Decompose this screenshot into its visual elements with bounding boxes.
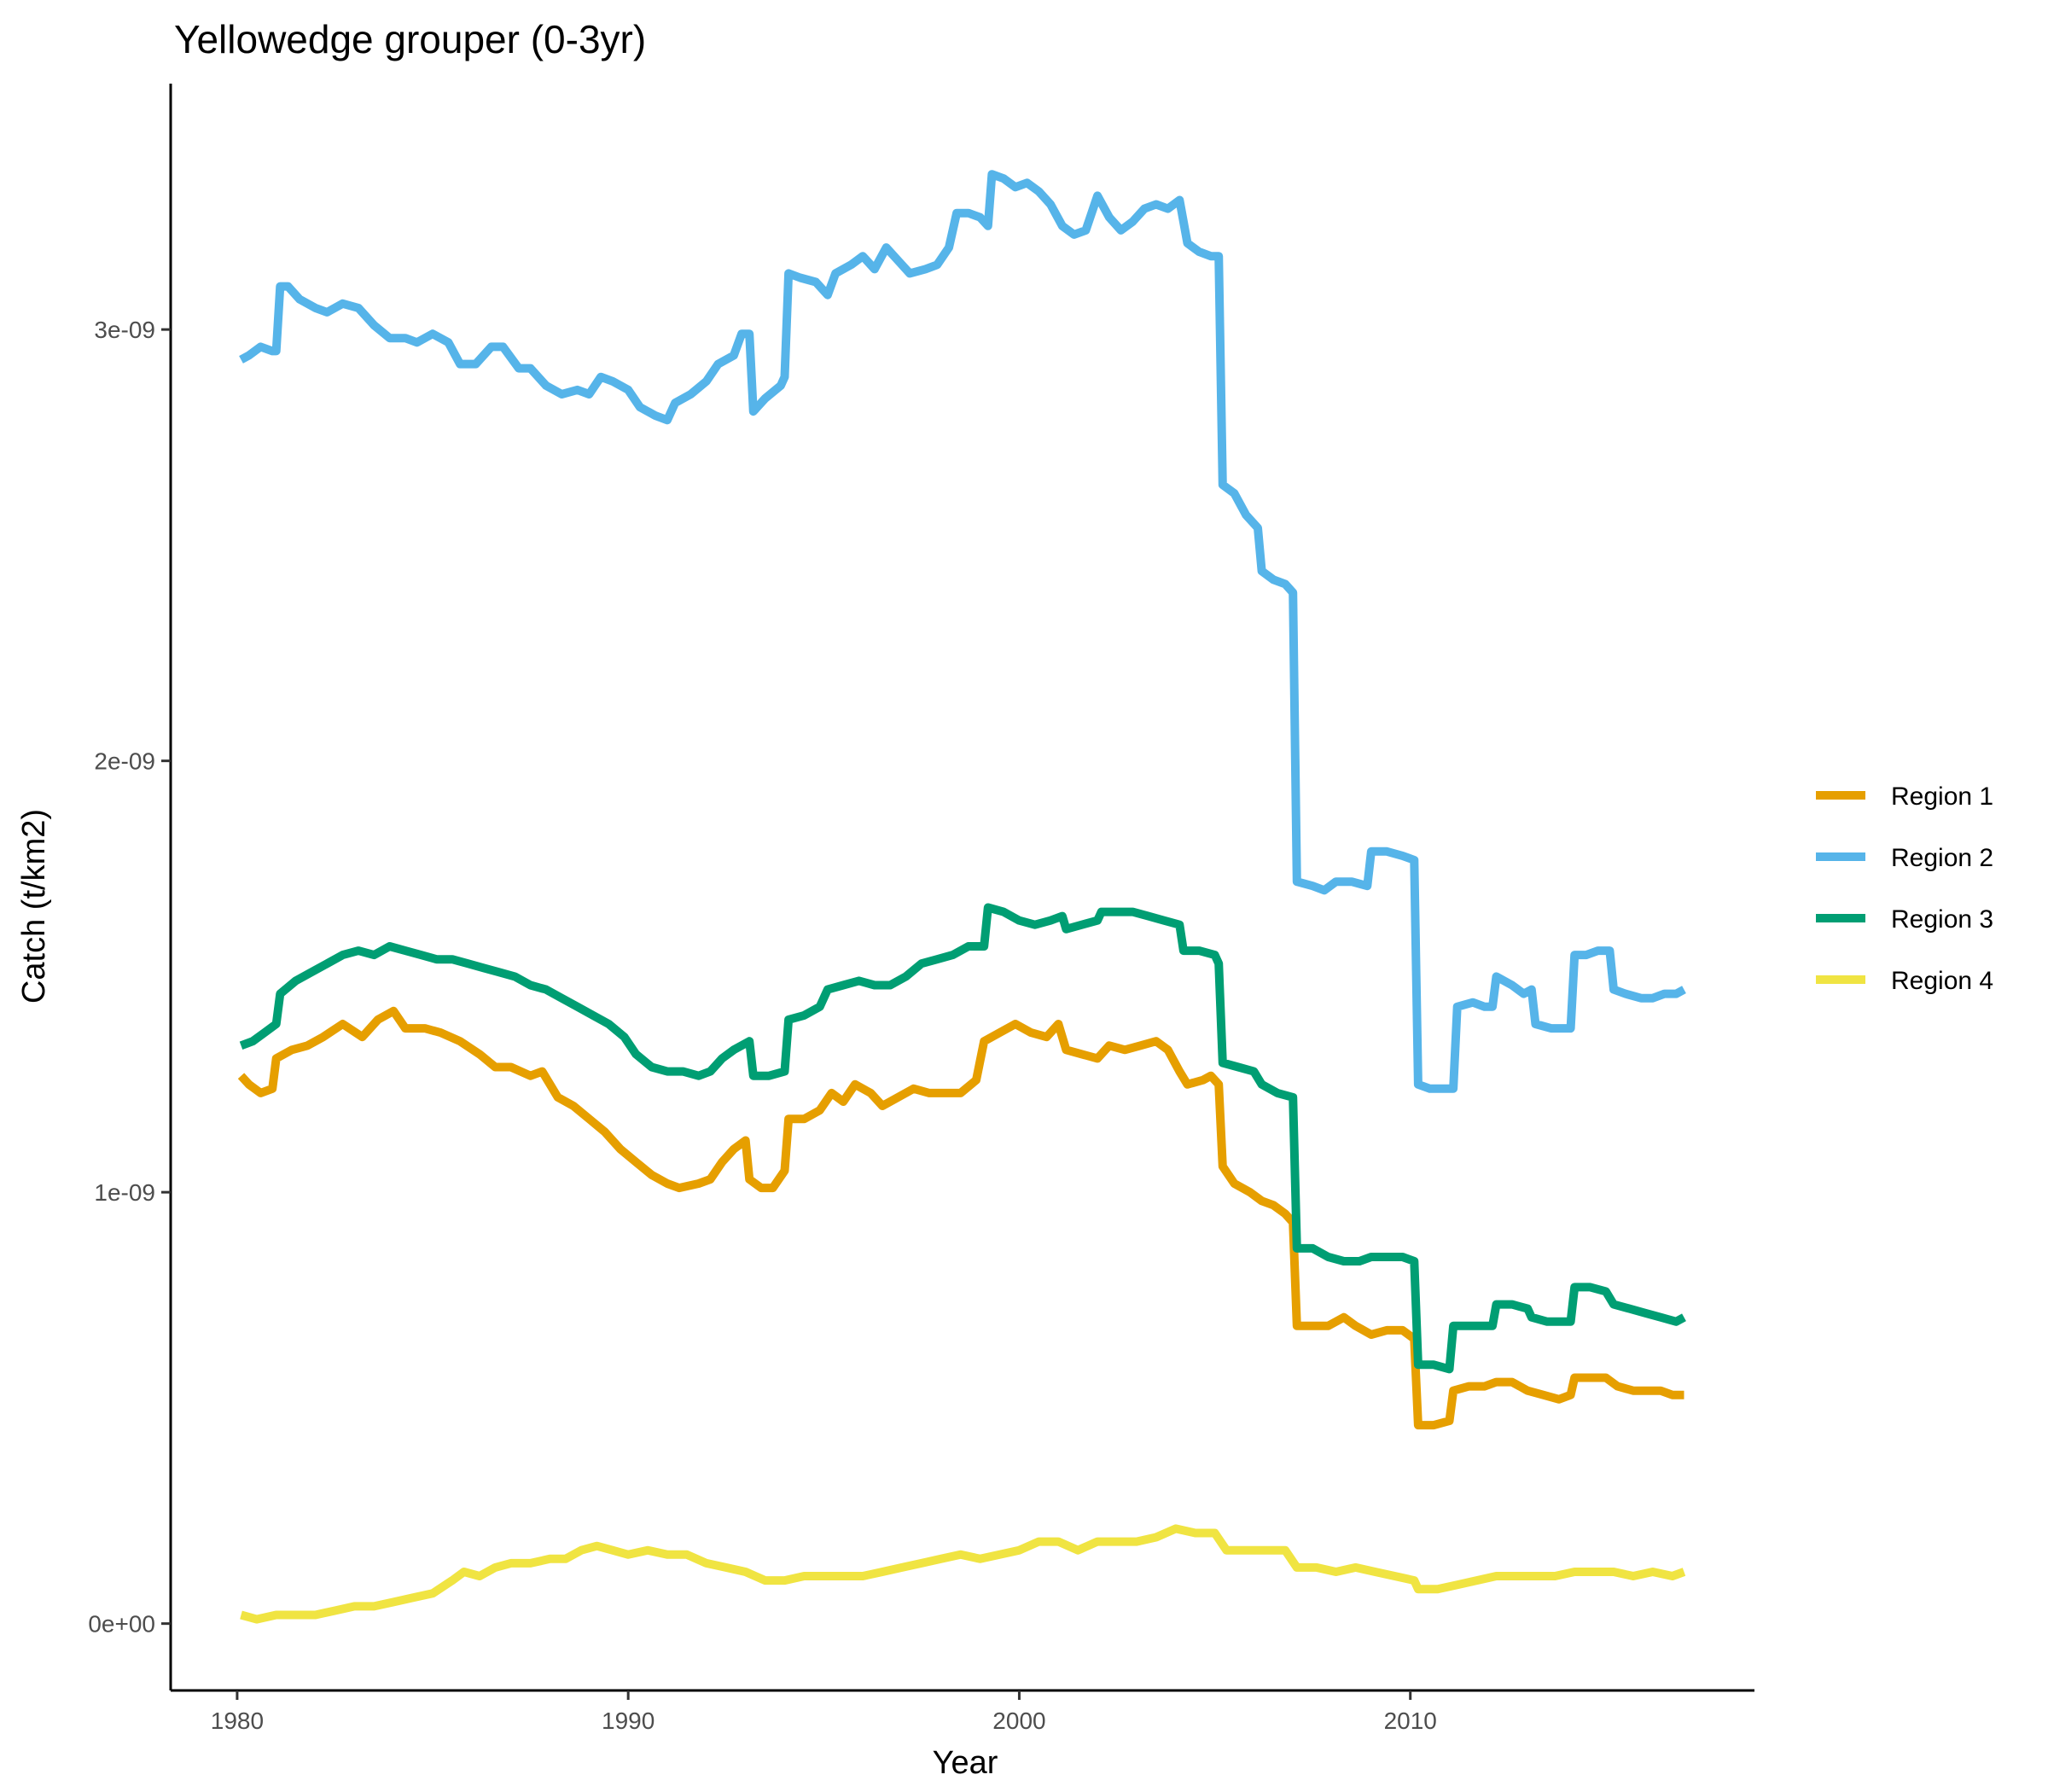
x-tick-label: 2000 [992, 1708, 1045, 1734]
x-axis-ticks: 1980 1990 2000 2010 [211, 1690, 1437, 1734]
plot-area [237, 170, 1686, 1624]
y-tick-label: 2e-09 [94, 748, 155, 775]
y-tick-label: 3e-09 [94, 317, 155, 343]
legend-label: Region 3 [1891, 905, 1993, 934]
legend-item: Region 1 [1816, 783, 1993, 811]
legend-item: Region 2 [1816, 844, 1993, 872]
legend-label: Region 2 [1891, 844, 1993, 872]
legend-label: Region 4 [1891, 967, 1993, 995]
legend-item: Region 3 [1816, 905, 1993, 934]
series-line-region-1 [237, 1006, 1684, 1430]
legend-label: Region 1 [1891, 783, 1993, 811]
series-line-region-4 [240, 1524, 1686, 1624]
y-axis-ticks: 0e+00 1e-09 2e-09 3e-09 [88, 317, 171, 1638]
y-axis-title: Catch (t/km2) [16, 809, 52, 1004]
x-axis-title: Year [933, 1745, 998, 1781]
x-tick-label: 1980 [211, 1708, 264, 1734]
y-tick-label: 1e-09 [94, 1179, 155, 1206]
x-tick-label: 1990 [602, 1708, 655, 1734]
series-line-region-2 [239, 170, 1686, 1093]
series-line-region-3 [239, 903, 1686, 1374]
y-tick-label: 0e+00 [88, 1611, 155, 1638]
legend-item: Region 4 [1816, 967, 1993, 995]
x-tick-label: 2010 [1384, 1708, 1437, 1734]
chart-title: Yellowedge grouper (0-3yr) [174, 17, 646, 61]
legend: Region 1 Region 2 Region 3 Region 4 [1816, 783, 1993, 995]
